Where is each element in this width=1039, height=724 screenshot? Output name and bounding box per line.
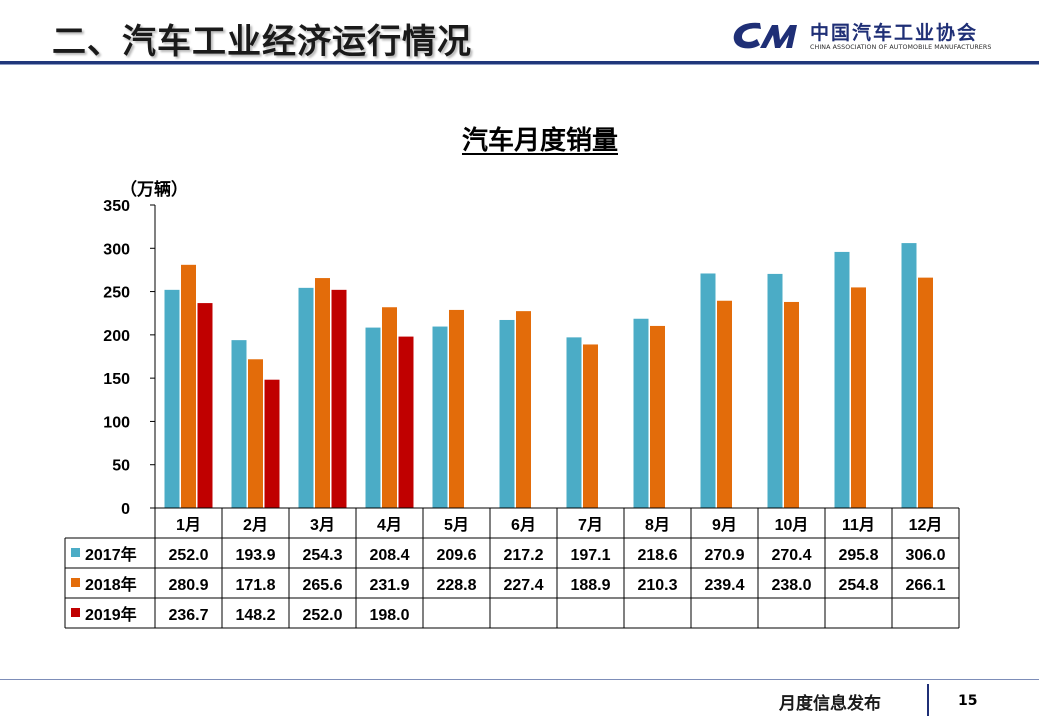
- x-category-label: 9月: [712, 516, 737, 534]
- bar-2017年-4月: [365, 327, 381, 508]
- bar-2018年-9月: [717, 300, 732, 508]
- slide-title: 二、汽车工业经济运行情况: [52, 22, 472, 62]
- footer-divider: [927, 684, 929, 716]
- legend-label: 2019年: [85, 605, 137, 624]
- header-rule: [0, 61, 1039, 64]
- table-value-cell: 193.9: [235, 547, 275, 564]
- y-tick-label: 50: [112, 458, 130, 475]
- table-value-cell: 197.1: [570, 547, 610, 564]
- bar-2018年-12月: [918, 277, 933, 508]
- table-value-cell: 236.7: [168, 607, 208, 624]
- logo-english-name: CHINA ASSOCIATION OF AUTOMOBILE MANUFACT…: [810, 44, 992, 51]
- footer-text: 月度信息发布: [779, 694, 881, 714]
- bar-2018年-10月: [784, 301, 799, 508]
- table-value-cell: 280.9: [168, 577, 208, 594]
- table-value-cell: 210.3: [637, 577, 677, 594]
- bar-2017年-9月: [700, 273, 716, 508]
- x-category-label: 1月: [176, 516, 201, 534]
- table-value-cell: 148.2: [235, 607, 275, 624]
- table-value-cell: 295.8: [838, 547, 878, 564]
- table-value-cell: 270.9: [704, 547, 744, 564]
- y-tick-label: 100: [103, 414, 130, 431]
- bar-2019年-2月: [264, 379, 280, 508]
- table-value-cell: 238.0: [771, 577, 811, 594]
- table-value-cell: 208.4: [369, 547, 409, 564]
- legend-swatch-2018年: [71, 578, 80, 587]
- y-tick-label: 0: [121, 501, 130, 518]
- table-value-cell: 188.9: [570, 577, 610, 594]
- bar-2018年-5月: [449, 309, 464, 508]
- y-tick-label: 250: [103, 285, 130, 302]
- bar-2017年-2月: [231, 340, 247, 508]
- legend-label: 2017年: [85, 545, 137, 564]
- bar-2018年-11月: [851, 287, 866, 508]
- table-value-cell: 265.6: [302, 577, 342, 594]
- table-value-cell: 252.0: [168, 547, 208, 564]
- bar-2018年-4月: [382, 307, 397, 508]
- footer-rule: [0, 679, 1039, 680]
- table-value-cell: 252.0: [302, 607, 342, 624]
- bar-2017年-7月: [566, 337, 582, 508]
- bar-2017年-8月: [633, 318, 649, 508]
- bar-2018年-2月: [248, 359, 263, 508]
- bar-2019年-4月: [398, 336, 414, 508]
- x-category-label: 4月: [377, 516, 402, 534]
- y-tick-label: 300: [103, 241, 130, 258]
- table-value-cell: 217.2: [503, 547, 543, 564]
- bar-2017年-1月: [164, 289, 180, 508]
- table-value-cell: 171.8: [235, 577, 275, 594]
- bar-2018年-6月: [516, 311, 531, 508]
- bar-2018年-7月: [583, 344, 598, 508]
- x-category-label: 3月: [310, 516, 335, 534]
- x-category-label: 11月: [842, 516, 875, 534]
- x-category-label: 6月: [511, 516, 536, 534]
- table-value-cell: 266.1: [905, 577, 945, 594]
- x-category-label: 12月: [909, 516, 943, 534]
- bar-2017年-3月: [298, 287, 314, 508]
- bar-2017年-12月: [901, 243, 917, 508]
- legend-label: 2018年: [85, 575, 137, 594]
- legend-swatch-2017年: [71, 548, 80, 557]
- table-value-cell: 198.0: [369, 607, 409, 624]
- table-value-cell: 239.4: [704, 577, 744, 594]
- y-tick-label: 150: [103, 371, 130, 388]
- table-value-cell: 209.6: [436, 547, 476, 564]
- bar-2019年-3月: [331, 289, 347, 508]
- table-value-cell: 306.0: [905, 547, 945, 564]
- y-tick-label: 200: [103, 328, 130, 345]
- table-value-cell: 218.6: [637, 547, 677, 564]
- y-axis-unit: （万辆）: [120, 180, 188, 200]
- table-value-cell: 227.4: [503, 577, 543, 594]
- bar-2018年-3月: [315, 278, 330, 508]
- y-tick-label: 350: [103, 198, 130, 215]
- bar-2019年-1月: [197, 303, 213, 508]
- x-category-label: 5月: [444, 516, 469, 534]
- bar-2018年-8月: [650, 325, 665, 508]
- legend-swatch-2019年: [71, 608, 80, 617]
- bar-2017年-11月: [834, 251, 850, 509]
- table-value-cell: 254.3: [302, 547, 342, 564]
- bar-2017年-10月: [767, 273, 783, 508]
- bar-2017年-5月: [432, 326, 448, 508]
- x-category-label: 8月: [645, 516, 670, 534]
- bar-2017年-6月: [499, 319, 515, 508]
- caam-logo-icon: [733, 22, 797, 49]
- table-value-cell: 270.4: [771, 547, 811, 564]
- x-category-label: 7月: [578, 516, 603, 534]
- page-number: 15: [958, 693, 978, 709]
- caam-logo: 中国汽车工业协会 CHINA ASSOCIATION OF AUTOMOBILE…: [730, 18, 995, 56]
- chart-title: 汽车月度销量: [461, 126, 618, 156]
- table-value-cell: 228.8: [436, 577, 476, 594]
- bar-2018年-1月: [181, 264, 196, 508]
- table-value-cell: 231.9: [369, 577, 409, 594]
- header-rule-thin: [0, 64, 1039, 65]
- table-value-cell: 254.8: [838, 577, 878, 594]
- logo-chinese-name: 中国汽车工业协会: [810, 22, 979, 44]
- x-category-label: 2月: [243, 516, 268, 534]
- x-category-label: 10月: [775, 516, 809, 534]
